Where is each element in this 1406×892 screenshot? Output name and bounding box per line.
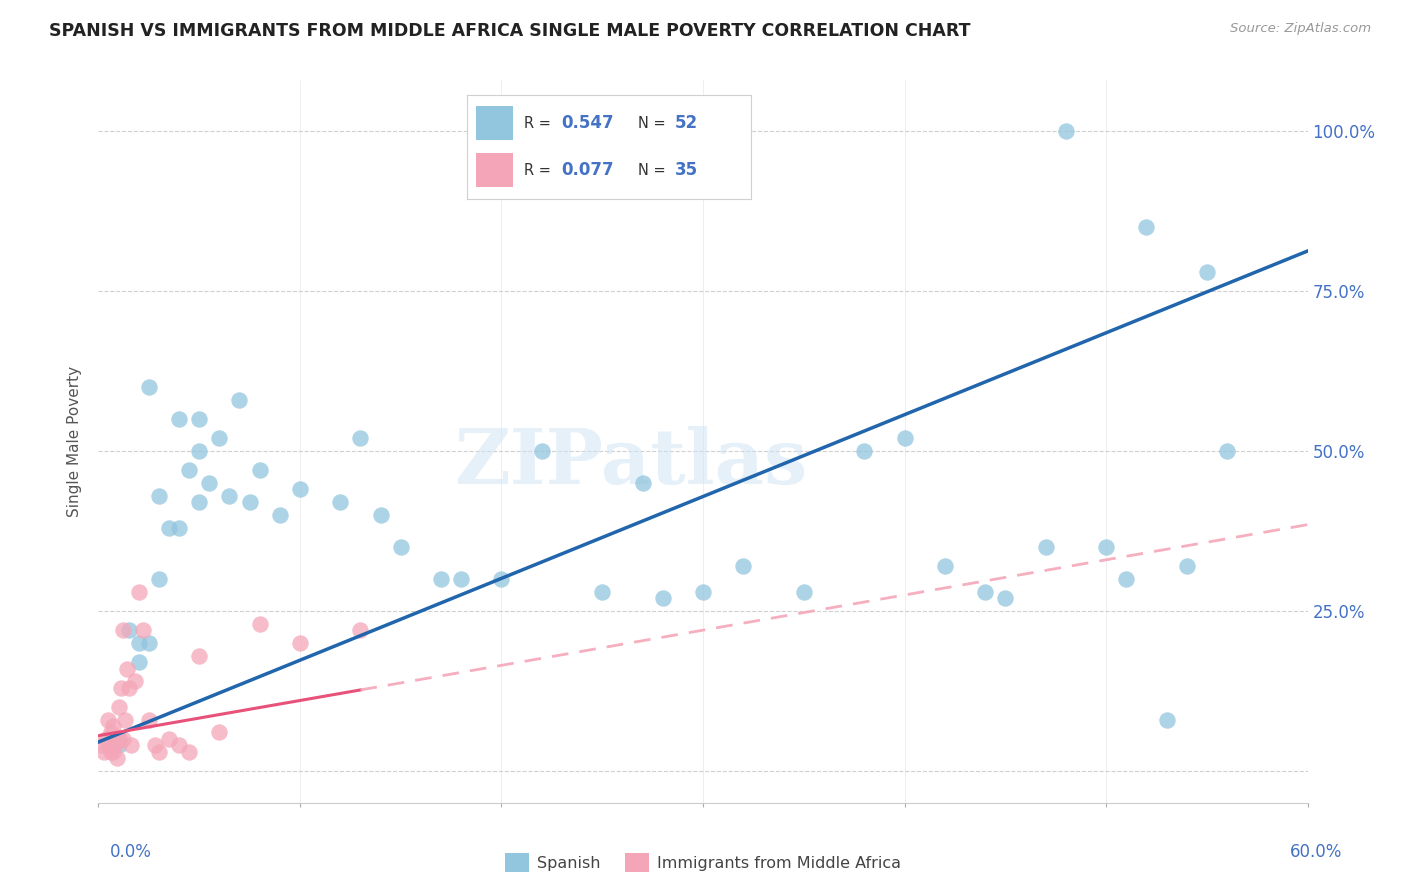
- Point: [138, 636, 160, 650]
- Point: [143, 738, 166, 752]
- Point: [974, 584, 997, 599]
- Point: [218, 489, 240, 503]
- Point: [138, 713, 160, 727]
- Point: [651, 591, 673, 606]
- Text: Source: ZipAtlas.com: Source: ZipAtlas.com: [1230, 22, 1371, 36]
- Point: [491, 572, 513, 586]
- Point: [249, 463, 271, 477]
- Point: [128, 584, 150, 599]
- Point: [530, 444, 553, 458]
- Point: [105, 751, 128, 765]
- Point: [97, 738, 120, 752]
- Point: [188, 412, 211, 426]
- Text: SPANISH VS IMMIGRANTS FROM MIDDLE AFRICA SINGLE MALE POVERTY CORRELATION CHART: SPANISH VS IMMIGRANTS FROM MIDDLE AFRICA…: [49, 22, 970, 40]
- Point: [167, 521, 190, 535]
- Point: [96, 731, 118, 746]
- Point: [111, 731, 134, 746]
- Point: [101, 745, 124, 759]
- Point: [329, 495, 352, 509]
- Point: [450, 572, 472, 586]
- Point: [157, 521, 180, 535]
- Point: [208, 431, 231, 445]
- Point: [100, 725, 122, 739]
- Point: [208, 725, 231, 739]
- Point: [198, 476, 221, 491]
- Point: [132, 623, 155, 637]
- Point: [1095, 540, 1118, 554]
- Point: [1035, 540, 1057, 554]
- Point: [118, 623, 141, 637]
- Point: [110, 681, 132, 695]
- Point: [228, 392, 250, 407]
- Point: [179, 463, 201, 477]
- Point: [107, 731, 129, 746]
- Point: [249, 616, 271, 631]
- Point: [1175, 559, 1198, 574]
- Point: [107, 738, 129, 752]
- Point: [138, 380, 160, 394]
- Point: [853, 444, 876, 458]
- Point: [239, 495, 262, 509]
- Point: [148, 489, 170, 503]
- Point: [128, 636, 150, 650]
- Text: 60.0%: 60.0%: [1291, 843, 1343, 861]
- Point: [188, 648, 211, 663]
- Point: [349, 431, 371, 445]
- Point: [97, 713, 120, 727]
- Point: [107, 699, 129, 714]
- Point: [893, 431, 915, 445]
- Point: [103, 731, 125, 746]
- Point: [349, 623, 371, 637]
- Point: [430, 572, 453, 586]
- Point: [934, 559, 956, 574]
- Point: [148, 572, 170, 586]
- Point: [1156, 713, 1178, 727]
- Point: [188, 495, 211, 509]
- Point: [114, 713, 136, 727]
- Point: [111, 623, 134, 637]
- Point: [631, 476, 654, 491]
- Point: [107, 731, 129, 746]
- Point: [167, 738, 190, 752]
- Point: [128, 655, 150, 669]
- Point: [389, 540, 412, 554]
- Point: [1195, 265, 1218, 279]
- Point: [188, 444, 211, 458]
- Point: [793, 584, 815, 599]
- Text: ZIPatlas: ZIPatlas: [454, 426, 807, 500]
- Point: [148, 745, 170, 759]
- Point: [288, 483, 311, 497]
- Point: [101, 719, 124, 733]
- Text: 0.0%: 0.0%: [110, 843, 152, 861]
- Point: [733, 559, 755, 574]
- Point: [1054, 124, 1077, 138]
- Point: [692, 584, 714, 599]
- Point: [120, 738, 142, 752]
- Point: [167, 412, 190, 426]
- Point: [269, 508, 291, 522]
- Point: [93, 745, 115, 759]
- Point: [103, 738, 125, 752]
- Point: [124, 674, 146, 689]
- Point: [591, 584, 613, 599]
- Point: [370, 508, 392, 522]
- Legend: Spanish, Immigrants from Middle Africa: Spanish, Immigrants from Middle Africa: [499, 847, 907, 878]
- Y-axis label: Single Male Poverty: Single Male Poverty: [67, 366, 83, 517]
- Point: [994, 591, 1017, 606]
- Point: [115, 661, 138, 675]
- Point: [118, 681, 141, 695]
- Point: [179, 745, 201, 759]
- Point: [91, 738, 114, 752]
- Point: [1135, 220, 1157, 235]
- Point: [1115, 572, 1137, 586]
- Point: [100, 745, 122, 759]
- Point: [288, 636, 311, 650]
- Point: [1216, 444, 1239, 458]
- Point: [157, 731, 180, 746]
